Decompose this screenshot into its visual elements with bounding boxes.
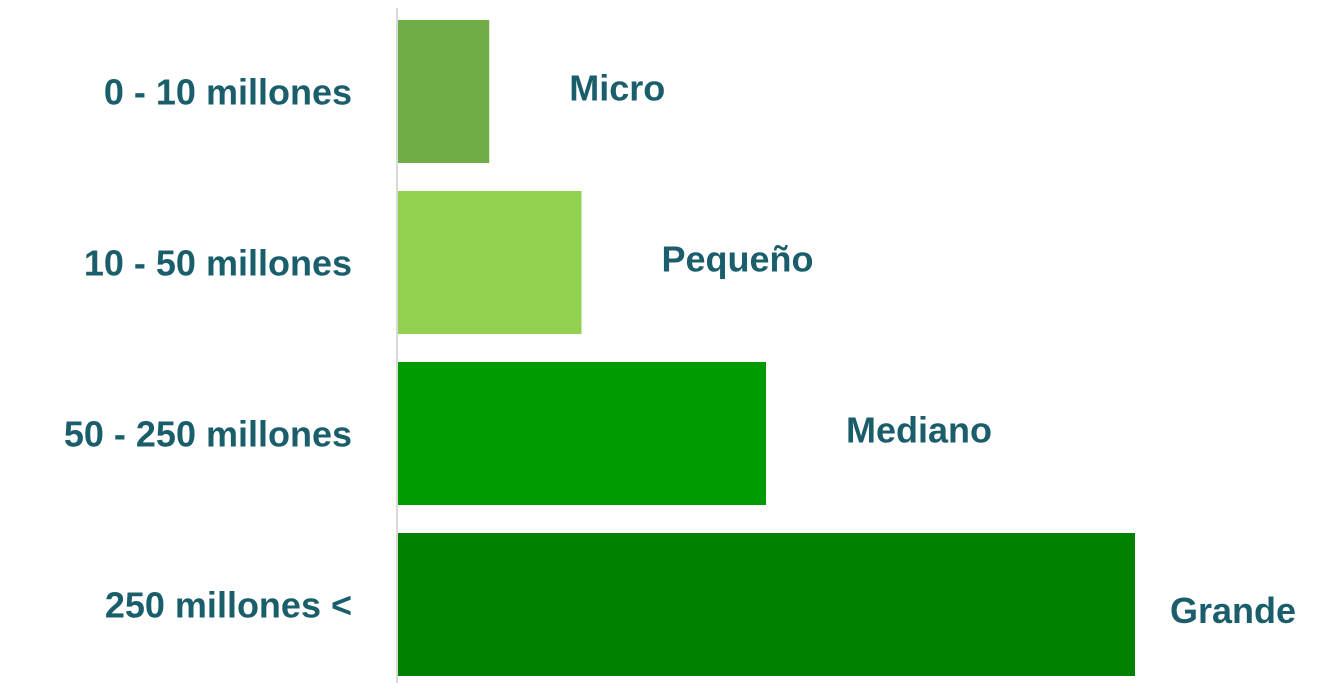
category-label-3: 50 - 250 millones — [64, 414, 352, 455]
category-label-1: 0 - 10 millones — [104, 72, 352, 113]
bar-labels-group: Micro Pequeño Mediano Grande — [569, 68, 1296, 632]
bar-label-3: Mediano — [846, 410, 992, 451]
bar-2 — [398, 191, 582, 334]
bar-4 — [398, 533, 1135, 676]
bar-label-1: Micro — [569, 68, 665, 109]
bar-3 — [398, 362, 766, 505]
bar-1 — [398, 20, 490, 163]
category-label-2: 10 - 50 millones — [84, 243, 352, 284]
bar-label-4: Grande — [1170, 590, 1296, 631]
category-labels-group: 0 - 10 millones 10 - 50 millones 50 - 250 … — [64, 72, 352, 626]
bars-group — [398, 20, 1135, 676]
category-label-4: 250 millones < — [105, 585, 352, 626]
bar-label-2: Pequeño — [662, 239, 814, 280]
